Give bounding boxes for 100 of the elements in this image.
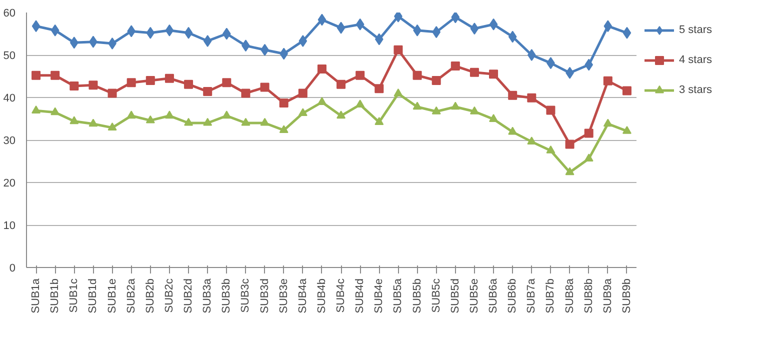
point [394, 88, 403, 96]
point [432, 106, 441, 114]
y-tick-label: 50 [3, 50, 16, 62]
x-tick-label: SUB9a [602, 278, 614, 314]
point [146, 76, 155, 85]
point [584, 154, 594, 162]
point [546, 146, 556, 154]
point [584, 58, 594, 71]
point [164, 74, 174, 83]
point [126, 78, 136, 88]
point [222, 28, 231, 40]
x-tick-label: SUB5e [468, 278, 480, 314]
point [165, 24, 174, 36]
point [508, 30, 517, 43]
point [603, 118, 612, 127]
x-tick-label: SUB8a [564, 278, 576, 314]
point [374, 84, 384, 94]
x-tick-label: SUB1c [68, 278, 80, 313]
x-tick-label: SUB7b [544, 278, 557, 314]
x-tick-label: SUB4d [354, 278, 366, 314]
point [184, 118, 194, 126]
point [565, 167, 574, 176]
point [164, 110, 174, 119]
point [470, 106, 479, 114]
point [374, 33, 384, 46]
y-tick-label: 40 [3, 92, 16, 104]
point [222, 110, 232, 119]
y-tick-label: 20 [3, 178, 16, 190]
legend-label: 5 stars [679, 24, 712, 36]
point [184, 80, 194, 89]
x-tick-label: SUB2a [125, 278, 138, 314]
point [241, 88, 250, 98]
point [470, 22, 479, 35]
point [70, 116, 79, 124]
point [336, 80, 346, 89]
x-tick-label: SUB4b [316, 278, 328, 314]
point [88, 118, 98, 127]
point [260, 82, 270, 92]
point [546, 106, 556, 115]
x-tick-label: SUB5a [392, 278, 404, 314]
point [146, 26, 155, 39]
point [70, 82, 79, 91]
point [260, 118, 270, 126]
point [298, 88, 308, 98]
point [317, 64, 326, 74]
point [32, 70, 41, 80]
point [184, 26, 193, 39]
point [394, 45, 403, 54]
point [108, 88, 117, 98]
x-tick-label: SUB1d [87, 278, 100, 314]
point [508, 90, 518, 100]
y-tick-label: 0 [9, 262, 16, 274]
point [527, 49, 536, 61]
x-tick-label: SUB2c [163, 278, 176, 313]
x-tick-label: SUB4c [335, 278, 348, 313]
x-tick-label: SUB5c [430, 278, 442, 313]
legend-label: 4 stars [679, 54, 712, 66]
point [108, 122, 117, 130]
point [450, 62, 460, 71]
point [432, 26, 441, 38]
point [356, 18, 364, 30]
point [489, 18, 498, 30]
point [622, 26, 632, 39]
point [356, 70, 365, 80]
y-tick-label: 10 [3, 220, 16, 232]
y-tick-label: 30 [3, 135, 16, 147]
x-tick-label: SUB6a [488, 278, 500, 314]
y-tick-label: 60 [3, 8, 16, 20]
point [489, 70, 498, 79]
x-tick-label: SUB3b [220, 278, 233, 314]
point [584, 128, 594, 138]
point [279, 98, 288, 108]
point [412, 102, 422, 110]
point [356, 100, 365, 108]
point [451, 12, 460, 24]
point [241, 118, 250, 126]
point [50, 24, 60, 36]
point [470, 68, 479, 77]
point [565, 140, 574, 149]
point [127, 25, 136, 38]
point [280, 48, 288, 60]
x-tick-label: SUB2d [182, 278, 195, 314]
x-tick-label: SUB6b [506, 278, 519, 314]
x-tick-label: SUB4e [373, 278, 386, 314]
point [50, 70, 60, 80]
x-tick-label: SUB4a [296, 278, 309, 314]
x-tick-label: SUB5d [449, 278, 462, 314]
point [527, 136, 536, 145]
x-tick-label: SUB9b [620, 278, 633, 314]
point [50, 107, 60, 116]
legend-label: 3 stars [679, 84, 712, 96]
point [70, 36, 78, 49]
point [298, 34, 308, 47]
point [126, 110, 136, 119]
x-tick-label: SUB3c [240, 278, 252, 313]
point [622, 126, 632, 134]
point [603, 76, 612, 86]
x-tick-label: SUB2b [144, 278, 156, 314]
point [394, 12, 402, 22]
point [222, 78, 232, 88]
